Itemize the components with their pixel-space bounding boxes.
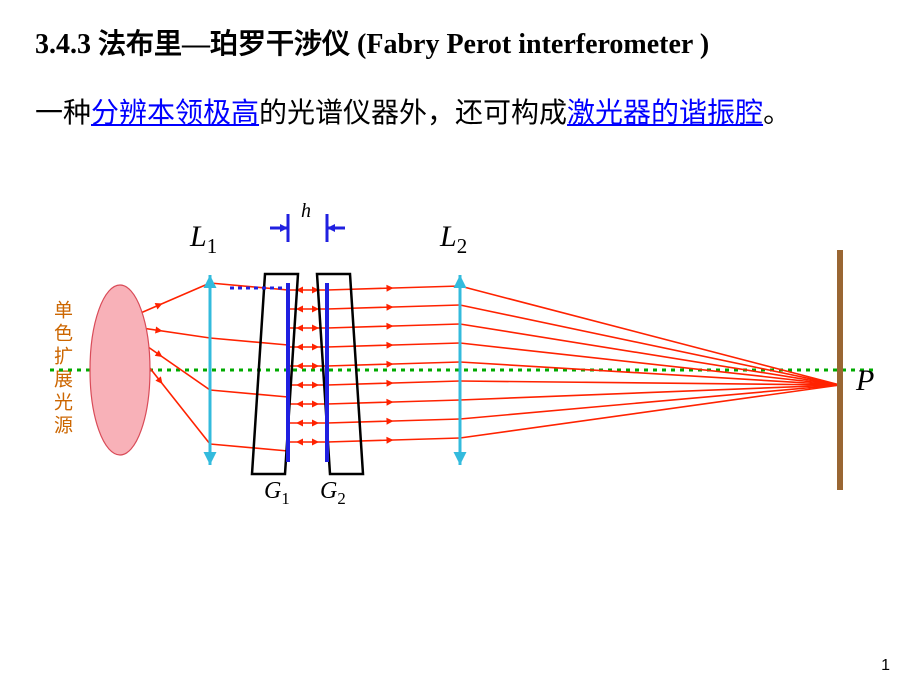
link-resolving-power[interactable]: 分辨本领极高	[91, 98, 259, 129]
section-number: 3.4.3	[35, 29, 91, 60]
label-L2: L2	[440, 220, 467, 259]
title-en: Fabry Perot interferometer	[366, 29, 693, 60]
label-G1: G1	[264, 478, 290, 509]
section-heading: 3.4.3 法布里—珀罗干涉仪 (Fabry Perot interferome…	[35, 22, 709, 62]
intro-part1: 一种	[35, 98, 91, 129]
label-P: P	[856, 364, 874, 398]
intro-part2: 的光谱仪器外，还可构成	[259, 98, 567, 129]
page-number: 1	[881, 657, 890, 675]
intro-text: 一种分辨本领极高的光谱仪器外，还可构成激光器的谐振腔。	[35, 92, 791, 137]
link-laser-cavity[interactable]: 激光器的谐振腔	[567, 98, 763, 129]
intro-part3: 。	[763, 98, 791, 129]
label-h: h	[301, 200, 311, 223]
title-cn: 法布里—珀罗干涉仪	[98, 29, 350, 60]
label-G2: G2	[320, 478, 346, 509]
label-L1: L1	[190, 220, 217, 259]
